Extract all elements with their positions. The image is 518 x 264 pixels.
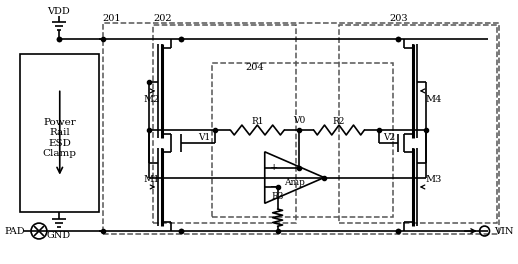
Bar [212,63,394,217]
Bar [153,25,296,223]
Text: VIN: VIN [495,227,514,235]
Bar [339,25,497,223]
Text: Amp: Amp [284,178,305,187]
Text: M4: M4 [426,95,442,104]
Bar [20,54,99,212]
Text: −: − [269,183,278,192]
Text: 202: 202 [153,14,172,23]
Text: V2: V2 [383,133,396,143]
Text: Power
Rail
ESD
Clamp: Power Rail ESD Clamp [43,118,77,158]
Text: R1: R1 [251,117,264,126]
Text: M1: M1 [143,175,160,184]
Text: V0: V0 [293,116,306,125]
Text: 201: 201 [102,14,121,23]
Text: +: + [269,163,278,172]
Text: 203: 203 [389,14,408,23]
Text: V1: V1 [198,133,210,143]
Text: GND: GND [47,232,71,241]
Text: M2: M2 [143,95,160,104]
Text: 204: 204 [246,63,264,72]
Text: R2: R2 [333,117,345,126]
Text: R3: R3 [271,192,284,201]
Text: PAD: PAD [5,227,25,235]
Text: VDD: VDD [47,7,70,16]
Bar [103,23,499,234]
Text: M3: M3 [426,175,442,184]
